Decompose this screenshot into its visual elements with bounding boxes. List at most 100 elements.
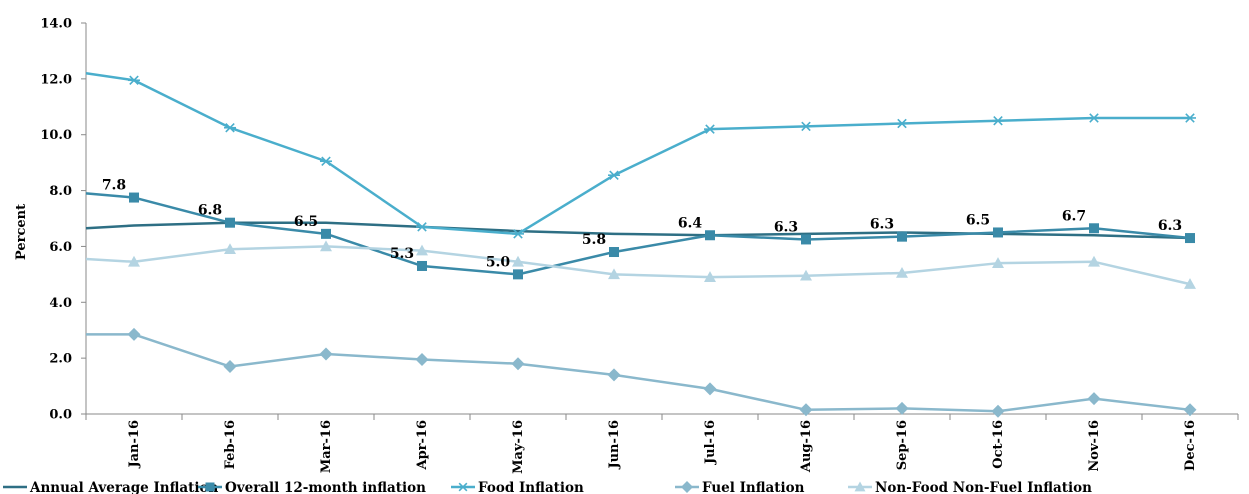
x-tick-label: Apr-16 bbox=[415, 420, 430, 471]
asterisk-stroke bbox=[801, 121, 811, 132]
x-tick-label: Sep-16 bbox=[895, 420, 910, 470]
asterisk-stroke bbox=[417, 222, 427, 232]
legend-label: Food Inflation bbox=[478, 480, 584, 494]
data-point-fuel-inflation bbox=[799, 403, 813, 417]
asterisk-stroke bbox=[705, 124, 715, 134]
x-tick-label: May-16 bbox=[511, 420, 526, 474]
data-point-food-inflation bbox=[1088, 113, 1100, 123]
data-point-non-food-non-fuel-inflation bbox=[224, 243, 236, 255]
data-point-fuel-inflation bbox=[511, 357, 525, 371]
data-point-fuel-inflation bbox=[223, 360, 237, 374]
asterisk-stroke bbox=[993, 115, 1003, 126]
data-point-food-inflation bbox=[512, 229, 524, 239]
y-tick-label: 4.0 bbox=[49, 296, 72, 311]
data-point-food-inflation bbox=[704, 124, 716, 134]
data-labels: 7.8 6.8 6.5 5.3 5.0 5.8 6.4 6.3 6.3 6.5 6.7 6.3 bbox=[102, 178, 1182, 271]
y-tick-label: 12.0 bbox=[40, 72, 72, 87]
legend-swatch-marker bbox=[205, 482, 215, 492]
data-point-food-inflation bbox=[320, 156, 332, 167]
legend-label: Annual Average Inflation bbox=[29, 480, 219, 494]
data-point-food-inflation bbox=[992, 115, 1004, 126]
asterisk-stroke bbox=[513, 229, 523, 239]
data-point-non-food-non-fuel-inflation bbox=[1184, 278, 1196, 289]
x-tick-label: Jun-16 bbox=[607, 420, 622, 470]
asterisk-stroke bbox=[609, 170, 619, 180]
series-fuel-inflation bbox=[86, 327, 1197, 418]
data-point-fuel-inflation bbox=[1087, 392, 1101, 406]
data-label: 7.8 bbox=[102, 178, 126, 194]
y-tick-label: 10.0 bbox=[40, 128, 72, 143]
legend-item-annual-average-inflation: Annual Average Inflation bbox=[3, 480, 219, 494]
x-tick-label: Mar-16 bbox=[319, 420, 334, 473]
data-point-non-food-non-fuel-inflation bbox=[704, 271, 716, 282]
y-tick-label: 6.0 bbox=[49, 240, 72, 255]
data-point-overall-12-month-inflation bbox=[705, 230, 715, 241]
y-tick-label: 14.0 bbox=[40, 17, 72, 32]
legend: Annual Average Inflation Overall 12-month… bbox=[3, 480, 1092, 494]
asterisk-stroke bbox=[1089, 113, 1099, 123]
data-point-overall-12-month-inflation bbox=[129, 192, 139, 203]
legend-item-overall-12-month-inflation: Overall 12-month inflation bbox=[198, 480, 426, 494]
legend-label: Non-Food Non-Fuel Inflation bbox=[875, 480, 1092, 494]
data-label: 6.4 bbox=[678, 215, 703, 231]
legend-item-fuel-inflation: Fuel Inflation bbox=[675, 480, 805, 494]
data-point-non-food-non-fuel-inflation bbox=[128, 255, 140, 267]
data-point-overall-12-month-inflation bbox=[225, 217, 235, 228]
data-point-fuel-inflation bbox=[991, 404, 1005, 418]
asterisk-stroke bbox=[897, 118, 907, 129]
y-tick-label: 8.0 bbox=[49, 184, 72, 199]
data-label: 6.5 bbox=[294, 214, 318, 230]
data-point-fuel-inflation bbox=[127, 327, 141, 341]
data-point-overall-12-month-inflation bbox=[513, 269, 523, 280]
legend-item-non-food-non-fuel-inflation: Non-Food Non-Fuel Inflation bbox=[848, 480, 1092, 494]
data-point-non-food-non-fuel-inflation bbox=[800, 269, 812, 281]
x-tick-label: Oct-16 bbox=[991, 420, 1006, 469]
asterisk-stroke bbox=[225, 122, 235, 133]
data-point-non-food-non-fuel-inflation bbox=[608, 268, 620, 280]
series-line-food-inflation bbox=[85, 72, 1190, 236]
data-label: 6.5 bbox=[966, 212, 990, 228]
x-axis: Jan-16 Feb-16 Mar-16 Apr-16 May-16 Jun-16 Jul-… bbox=[85, 413, 1239, 474]
x-tick-label: Feb-16 bbox=[223, 420, 238, 469]
legend-label: Overall 12-month inflation bbox=[225, 480, 426, 494]
data-label: 5.3 bbox=[390, 246, 414, 262]
x-tick-label: Aug-16 bbox=[799, 420, 814, 473]
data-point-non-food-non-fuel-inflation bbox=[512, 255, 524, 267]
data-point-overall-12-month-inflation bbox=[801, 234, 811, 245]
legend-swatch-marker bbox=[457, 482, 469, 492]
asterisk-stroke bbox=[458, 482, 468, 492]
data-point-fuel-inflation bbox=[607, 368, 621, 382]
y-tick-label: 0.0 bbox=[49, 408, 72, 423]
data-point-fuel-inflation bbox=[319, 347, 333, 361]
data-point-food-inflation bbox=[1184, 113, 1196, 123]
x-tick-label: Dec-16 bbox=[1183, 420, 1198, 471]
x-tick-label: Jul-16 bbox=[703, 420, 718, 465]
data-point-food-inflation bbox=[416, 222, 428, 232]
series-overall-12-month-inflation bbox=[85, 192, 1195, 280]
data-label: 6.8 bbox=[198, 203, 222, 219]
data-point-fuel-inflation bbox=[703, 382, 717, 396]
legend-label: Fuel Inflation bbox=[702, 480, 805, 494]
legend-swatch-marker bbox=[681, 481, 693, 493]
plot-area bbox=[85, 72, 1197, 418]
data-label: 6.3 bbox=[774, 219, 798, 235]
series-line-fuel-inflation bbox=[86, 333, 1191, 413]
data-label: 5.0 bbox=[486, 254, 511, 270]
data-point-food-inflation bbox=[608, 170, 620, 180]
x-tick-label: Jan-16 bbox=[127, 420, 142, 469]
data-point-overall-12-month-inflation bbox=[897, 231, 907, 242]
series-line-non-food-non-fuel-inflation bbox=[85, 245, 1191, 286]
data-point-food-inflation bbox=[800, 121, 812, 132]
data-point-overall-12-month-inflation bbox=[1089, 223, 1099, 234]
data-point-fuel-inflation bbox=[895, 401, 909, 415]
data-label: 5.8 bbox=[582, 232, 606, 248]
y-axis-label: Percent bbox=[14, 204, 29, 260]
data-label: 6.3 bbox=[1158, 218, 1182, 234]
series-food-inflation bbox=[85, 72, 1196, 239]
data-point-fuel-inflation bbox=[415, 353, 429, 367]
data-label: 6.3 bbox=[870, 217, 894, 233]
data-point-food-inflation bbox=[128, 75, 140, 86]
data-point-non-food-non-fuel-inflation bbox=[1088, 255, 1100, 267]
data-point-food-inflation bbox=[896, 118, 908, 129]
